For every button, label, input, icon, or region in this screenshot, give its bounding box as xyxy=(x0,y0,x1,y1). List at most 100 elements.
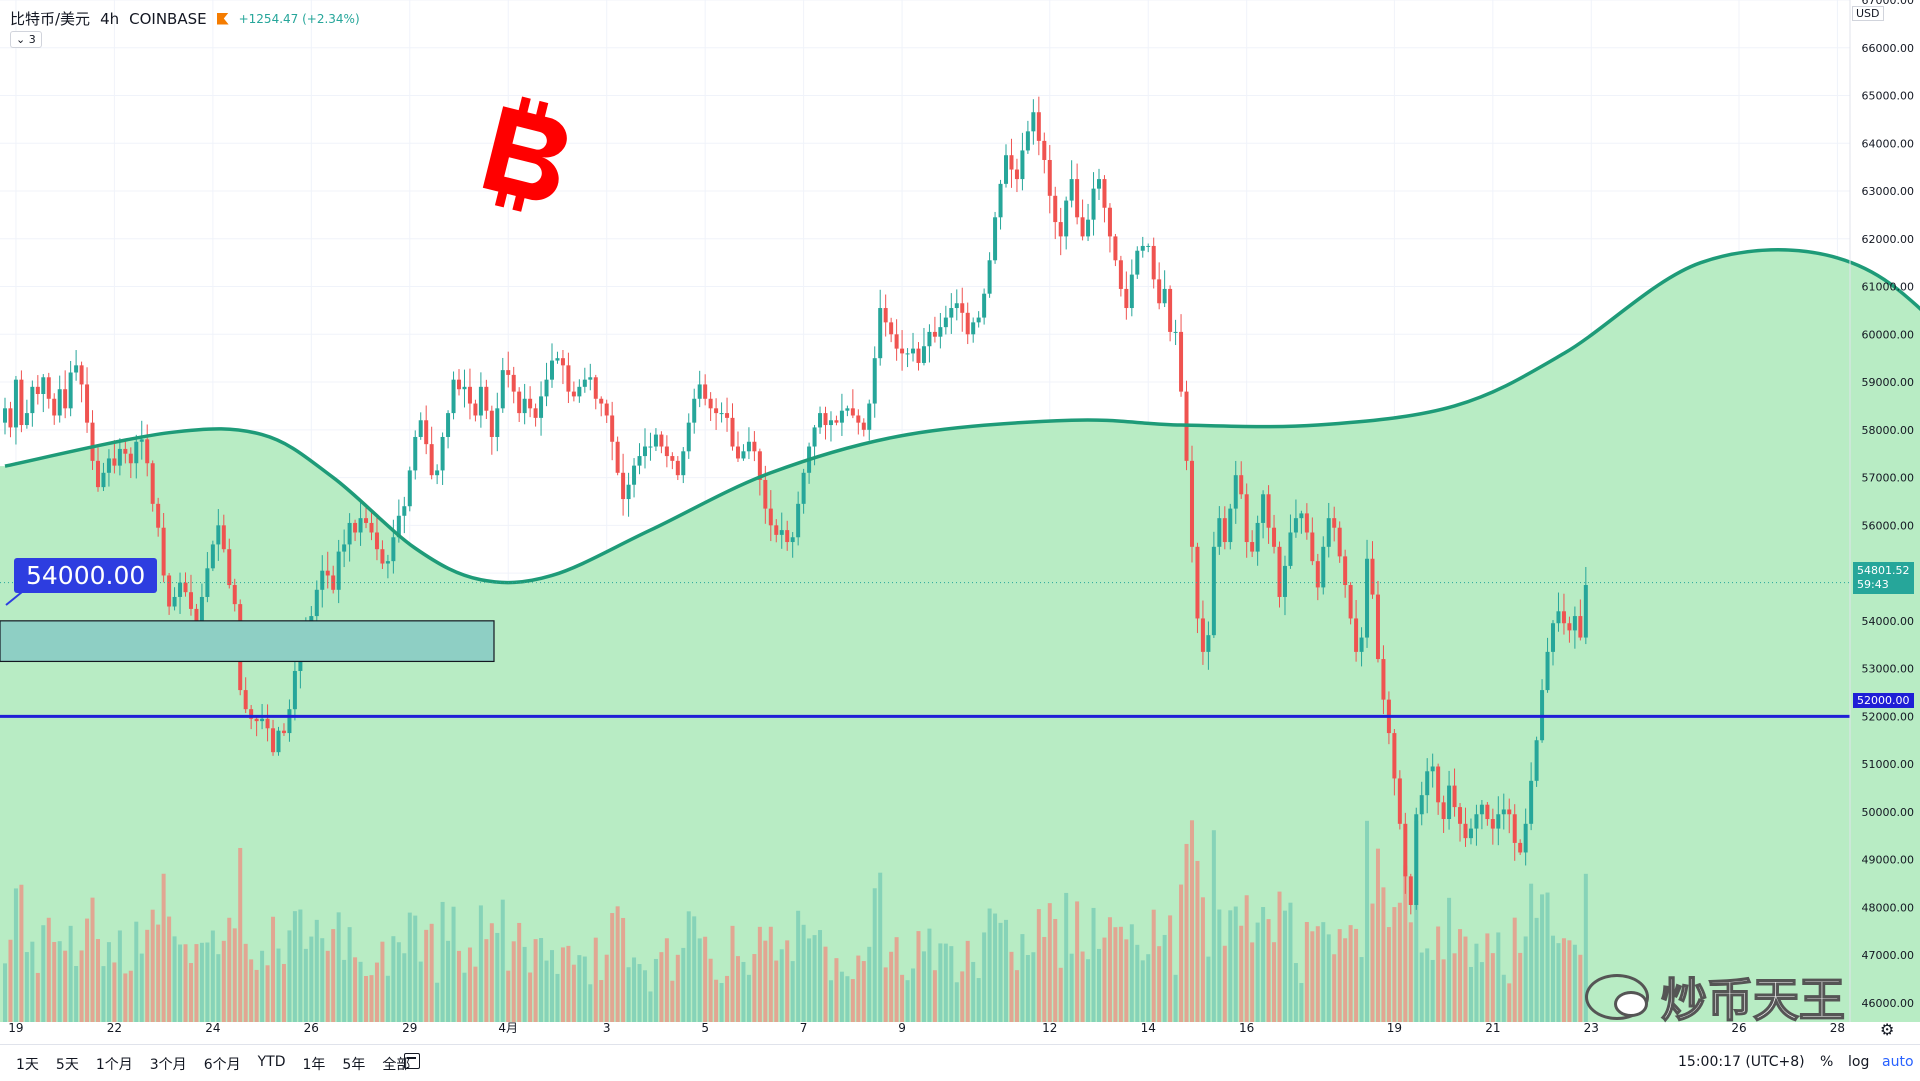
candle xyxy=(588,377,593,380)
volume-bar xyxy=(232,928,237,1022)
auto-toggle[interactable]: auto xyxy=(1882,1054,1914,1070)
volume-bar xyxy=(1321,922,1326,1022)
range-8[interactable]: 全部 xyxy=(382,1057,411,1073)
interval[interactable]: 4h xyxy=(100,9,120,28)
time-tick: 19 xyxy=(1387,1021,1402,1035)
candle xyxy=(1326,518,1331,547)
candle xyxy=(385,561,390,564)
price-tick: 64000.00 xyxy=(1862,137,1915,150)
currency-label[interactable]: USD xyxy=(1852,6,1884,21)
candle xyxy=(965,312,970,335)
percent-toggle[interactable]: % xyxy=(1820,1054,1834,1070)
price-tick: 56000.00 xyxy=(1862,519,1915,532)
volume-bar xyxy=(254,969,259,1022)
candle xyxy=(1080,217,1085,237)
volume-bar xyxy=(1315,926,1320,1022)
candle xyxy=(1173,331,1178,333)
volume-bar xyxy=(161,873,166,1022)
volume-bar xyxy=(35,972,40,1022)
volume-bar xyxy=(194,944,199,1022)
watermark-text: 炒币天王 xyxy=(1660,972,1846,1028)
candle xyxy=(1310,532,1315,562)
candle xyxy=(763,479,768,509)
price-tick: 48000.00 xyxy=(1862,901,1915,914)
volume-bar xyxy=(894,937,899,1022)
candle xyxy=(954,303,959,309)
settings-gear-icon[interactable]: ⚙ xyxy=(1880,1020,1895,1039)
range-4[interactable]: 6个月 xyxy=(203,1057,241,1073)
candle xyxy=(265,718,270,729)
candle xyxy=(1255,522,1260,552)
range-1[interactable]: 5天 xyxy=(55,1057,79,1073)
volume-bar xyxy=(861,961,866,1022)
time-tick: 26 xyxy=(1731,1021,1746,1035)
price-tick: 58000.00 xyxy=(1862,424,1915,437)
candle xyxy=(943,317,948,328)
candle xyxy=(1523,823,1528,853)
volume-bar xyxy=(1042,936,1047,1022)
symbol-name[interactable]: 比特币/美元 xyxy=(10,10,91,28)
candle xyxy=(741,451,746,459)
volume-bar xyxy=(473,966,478,1022)
volume-bar xyxy=(1020,934,1025,1022)
indicator-toggle[interactable]: ⌄ 3 xyxy=(10,31,42,48)
candle xyxy=(632,465,637,485)
volume-bar xyxy=(1036,909,1041,1022)
candle xyxy=(916,348,921,363)
candle xyxy=(593,377,598,399)
candle xyxy=(932,331,937,337)
range-7[interactable]: 5年 xyxy=(342,1057,366,1073)
volume-bar xyxy=(1261,907,1266,1022)
volume-bar xyxy=(1091,907,1096,1022)
candle xyxy=(156,503,161,528)
candle xyxy=(1474,814,1479,829)
volume-bar xyxy=(675,954,680,1022)
candle xyxy=(19,379,24,426)
volume-bar xyxy=(938,943,943,1022)
clock[interactable]: 15:00:17 (UTC+8) xyxy=(1678,1054,1805,1070)
volume-bar xyxy=(714,979,719,1022)
volume-bar xyxy=(19,884,24,1022)
volume-bar xyxy=(801,924,806,1022)
volume-bar xyxy=(517,922,522,1022)
candle xyxy=(1282,565,1287,597)
price-tick: 53000.00 xyxy=(1862,663,1915,676)
volume-bar xyxy=(1009,951,1014,1022)
log-toggle[interactable]: log xyxy=(1848,1054,1870,1070)
time-tick: 24 xyxy=(205,1021,220,1035)
volume-bar xyxy=(1545,892,1550,1022)
volume-bar xyxy=(1162,934,1167,1022)
volume-bar xyxy=(364,975,369,1022)
range-5[interactable]: YTD xyxy=(257,1054,286,1070)
range-6[interactable]: 1年 xyxy=(302,1057,326,1073)
candle xyxy=(703,384,708,399)
candle xyxy=(921,346,926,363)
candle xyxy=(1288,532,1293,566)
candle xyxy=(1583,585,1588,638)
time-tick: 12 xyxy=(1042,1021,1057,1035)
volume-bar xyxy=(407,912,412,1022)
volume-bar xyxy=(648,991,653,1022)
candle xyxy=(719,413,724,415)
volume-bar xyxy=(506,970,511,1022)
volume-bar xyxy=(1086,959,1091,1022)
volume-bar xyxy=(1381,887,1386,1022)
volume-bar xyxy=(1053,918,1058,1022)
candle xyxy=(418,420,423,437)
price-tick: 49000.00 xyxy=(1862,854,1915,867)
range-2[interactable]: 1个月 xyxy=(95,1057,133,1073)
volume-bar xyxy=(3,963,7,1022)
range-0[interactable]: 1天 xyxy=(16,1057,39,1073)
calendar-icon[interactable] xyxy=(404,1053,420,1069)
volume-bar xyxy=(500,899,505,1022)
time-tick: 22 xyxy=(107,1021,122,1035)
candle xyxy=(1518,842,1523,853)
volume-bar xyxy=(872,888,877,1022)
volume-bar xyxy=(867,946,872,1022)
price-tick: 50000.00 xyxy=(1862,806,1915,819)
range-3[interactable]: 3个月 xyxy=(149,1057,187,1073)
price-tick: 54000.00 xyxy=(1862,615,1915,628)
price-label-54000[interactable]: 54000.00 xyxy=(14,558,158,593)
volume-bar xyxy=(615,906,620,1022)
